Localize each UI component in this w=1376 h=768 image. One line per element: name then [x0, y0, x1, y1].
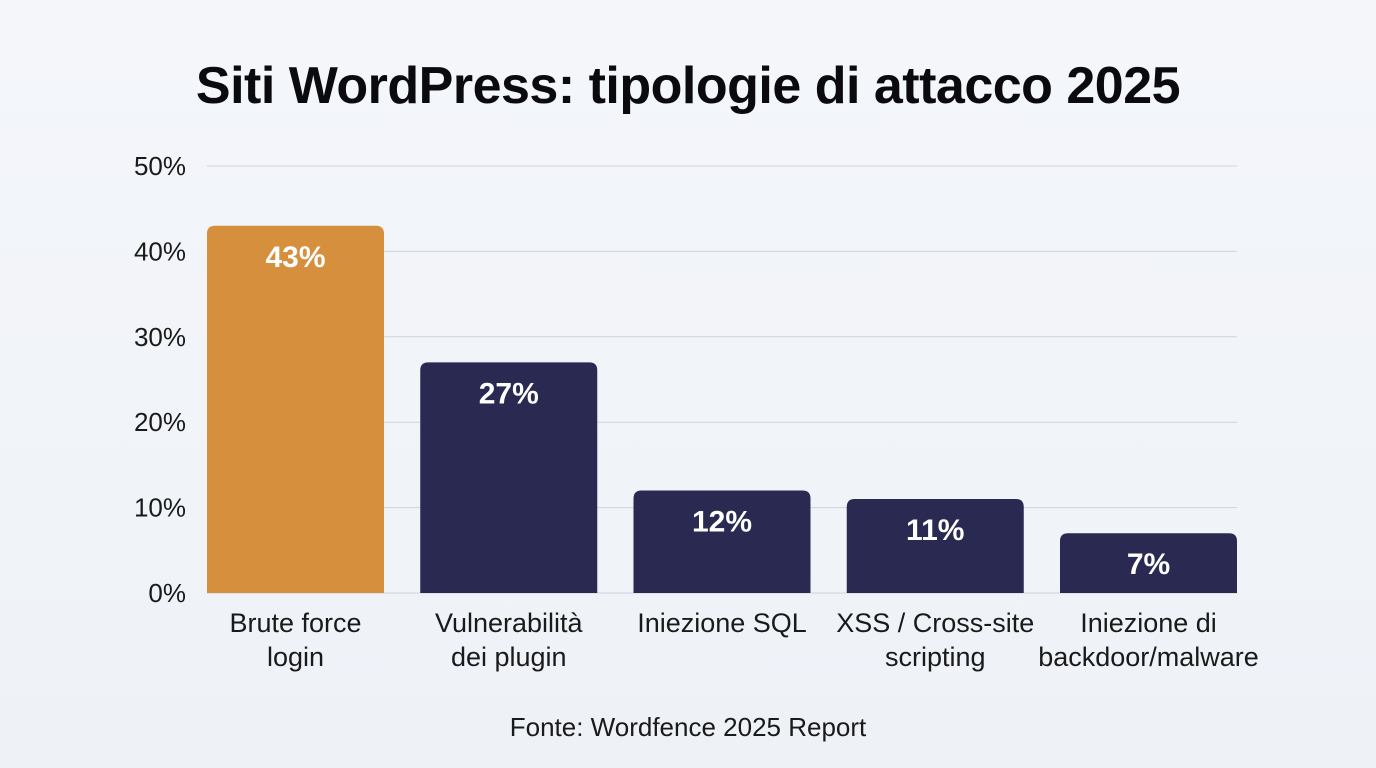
y-tick-label: 40% [134, 236, 186, 266]
category-label: Brute force [229, 608, 361, 638]
bar-value-label: 27% [479, 377, 539, 410]
bar-value-label: 43% [265, 241, 325, 274]
category-label: Iniezione di [1080, 608, 1217, 638]
bar [633, 490, 811, 593]
category-label: dei plugin [451, 642, 567, 672]
y-tick-label: 20% [134, 407, 186, 437]
category-label: scripting [885, 642, 986, 672]
category-label: Iniezione SQL [637, 608, 807, 638]
bar [1060, 533, 1237, 593]
y-tick-label: 30% [134, 322, 186, 352]
bar-value-label: 7% [1127, 548, 1170, 581]
chart-title: Siti WordPress: tipologie di attacco 202… [195, 57, 1181, 115]
category-label: Vulnerabilità [435, 608, 584, 638]
category-label: backdoor/malware [1038, 642, 1259, 672]
bar-value-label: 12% [692, 506, 752, 539]
y-tick-label: 10% [134, 493, 186, 523]
y-tick-label: 0% [148, 578, 186, 608]
bar [207, 225, 384, 593]
chart-source: Fonte: Wordfence 2025 Report [509, 712, 867, 742]
category-label: login [267, 642, 324, 672]
y-tick-label: 50% [134, 151, 186, 181]
category-label: XSS / Cross-site [836, 608, 1034, 638]
bar [846, 499, 1024, 593]
bar [420, 362, 598, 593]
bar-value-label: 11% [906, 514, 964, 547]
